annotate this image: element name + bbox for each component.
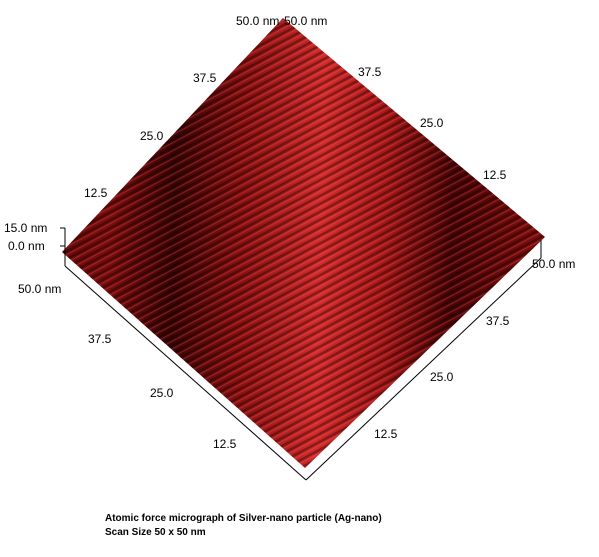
top-label: 50.0 nm xyxy=(284,14,327,28)
axis-label: 25.0 xyxy=(430,370,454,384)
axis-label: 37.5 xyxy=(88,332,112,346)
axis-label: 25.0 xyxy=(140,129,164,143)
caption-line: Scan Size 50 x 50 nm xyxy=(105,527,206,538)
z-label: 0.0 nm xyxy=(8,239,45,253)
top-label: 50.0 nm xyxy=(236,14,279,28)
axis-label: 37.5 xyxy=(358,65,382,79)
caption-line: Atomic force micrograph of Silver-nano p… xyxy=(105,513,382,524)
axis-label: 12.5 xyxy=(483,168,507,182)
axes xyxy=(60,227,542,481)
axis-label: 37.5 xyxy=(486,314,510,328)
axis-label: 50.0 nm xyxy=(18,282,61,296)
axis-label: 50.0 nm xyxy=(532,257,575,271)
axis-label: 37.5 xyxy=(193,71,217,85)
axis-label: 12.5 xyxy=(84,186,108,200)
surface xyxy=(62,18,545,468)
axis-label: 25.0 xyxy=(420,116,444,130)
z-label: 15.0 nm xyxy=(4,221,47,235)
axis-label: 12.5 xyxy=(374,427,398,441)
axis-label: 25.0 xyxy=(150,386,174,400)
axis-label: 12.5 xyxy=(213,437,237,451)
